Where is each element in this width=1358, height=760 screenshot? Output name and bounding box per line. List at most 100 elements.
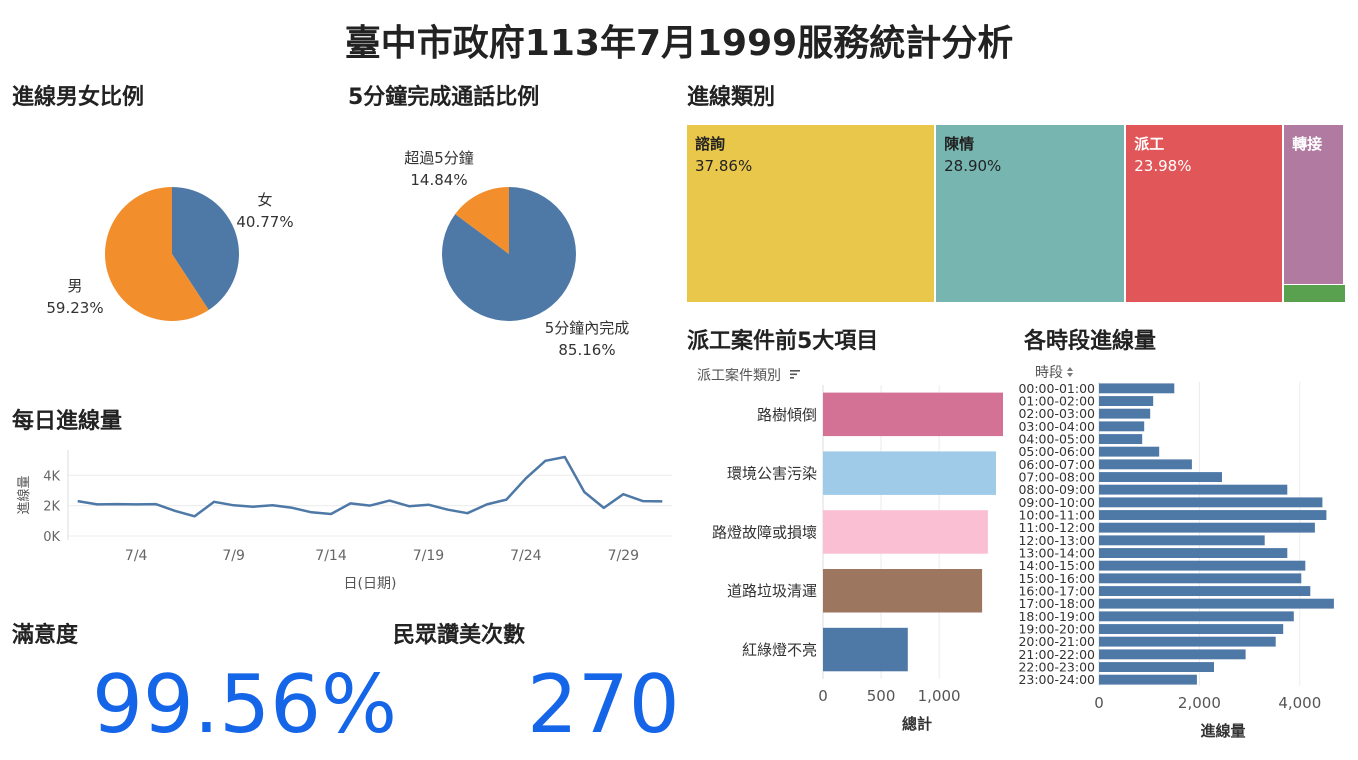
call5-pie-chart [441, 187, 576, 321]
gender-pie-chart [105, 187, 240, 321]
daily-xtick-0: 7/4 [125, 548, 148, 564]
treemap-cell-3: 轉接 [1284, 125, 1343, 284]
hourly-bar-10 [1099, 510, 1327, 520]
dispatch-sort-icon[interactable] [790, 370, 800, 379]
dispatch-xtick-2: 1,000 [918, 687, 961, 705]
hourly-bar-13 [1099, 548, 1288, 558]
hourly-category-4: 04:00-05:00 [1018, 432, 1095, 447]
category-treemap: 諮詢 37.86% 陳情 28.90% 派工 23.98% 轉接 [687, 125, 1345, 302]
daily-x-label: 日(日期) [344, 576, 397, 592]
dispatch-bar-3 [823, 569, 983, 613]
dispatch-bar-2 [823, 510, 988, 554]
hourly-xtick-0: 0 [1094, 694, 1104, 712]
dispatch-xtick-0: 0 [818, 687, 828, 705]
dispatch-x-label: 總計 [902, 715, 932, 733]
hourly-bar-3 [1099, 421, 1145, 432]
dispatch-bar-0 [823, 392, 1003, 437]
hourly-bar-2 [1099, 408, 1151, 419]
daily-ytick-0: 0K [43, 530, 60, 545]
daily-y-label: 進線量 [16, 475, 32, 514]
praise-title: 民眾讚美次數 [393, 623, 526, 648]
dispatch-category-4: 紅綠燈不亮 [742, 641, 817, 659]
daily-xtick-3: 7/19 [413, 548, 444, 564]
hourly-bar-11 [1099, 522, 1315, 533]
hourly-bar-19 [1099, 624, 1284, 634]
hourly-bar-23 [1099, 674, 1197, 685]
hourly-category-19: 19:00-20:00 [1018, 622, 1095, 637]
dispatch-bar-chart: 派工案件類別 0 500 1,000 路樹傾倒環境公害污染路燈故障或損壞道路垃圾清運紅綠… [697, 367, 1003, 733]
page-title: 臺中市政府113年7月1999服務統計分析 [344, 23, 1014, 64]
hourly-category-21: 21:00-22:00 [1018, 647, 1095, 662]
hourly-title: 各時段進線量 [1024, 329, 1157, 354]
praise-count-value: 270 [527, 658, 680, 751]
dispatch-xtick-1: 500 [867, 687, 896, 705]
daily-ytick-2: 4K [43, 469, 60, 484]
treemap-cell-3-name: 轉接 [1292, 135, 1323, 153]
satisfaction-value: 99.56% [92, 658, 398, 751]
dispatch-header: 派工案件類別 [697, 367, 781, 384]
hourly-category-16: 16:00-17:00 [1018, 584, 1095, 599]
hourly-category-15: 15:00-16:00 [1018, 571, 1095, 586]
daily-xtick-4: 7/24 [510, 548, 542, 564]
hourly-category-9: 09:00-10:00 [1018, 495, 1095, 510]
hourly-bar-4 [1099, 434, 1143, 444]
daily-series-line [77, 455, 663, 518]
hourly-category-13: 13:00-14:00 [1018, 546, 1095, 561]
treemap-cell-2-pct: 23.98% [1134, 157, 1192, 175]
call5-pie-slice-0 [441, 187, 576, 321]
call5-within-name: 5分鐘內完成 [544, 319, 630, 337]
daily-line-chart: 0K 2K 4K 7/4 7/9 7/14 7/19 7/24 7/29 日(日期) 進線量 [16, 450, 672, 592]
dispatch-category-3: 道路垃圾清運 [727, 582, 817, 600]
hourly-bar-18 [1099, 611, 1294, 622]
hourly-bar-9 [1099, 497, 1323, 508]
daily-title: 每日進線量 [12, 409, 123, 434]
gender-title: 進線男女比例 [12, 85, 145, 110]
hourly-bar-6 [1099, 459, 1192, 470]
hourly-category-20: 20:00-21:00 [1018, 634, 1095, 649]
hourly-bar-22 [1099, 662, 1214, 672]
hourly-bar-16 [1099, 586, 1311, 596]
dispatch-title: 派工案件前5大項目 [687, 329, 879, 354]
hourly-bar-5 [1099, 446, 1160, 457]
treemap-cell-0-name: 諮詢 [695, 135, 726, 153]
hourly-bar-21 [1099, 649, 1246, 660]
hourly-category-18: 18:00-19:00 [1018, 609, 1095, 624]
hourly-category-23: 23:00-24:00 [1018, 672, 1095, 687]
gender-male-name: 男 [67, 277, 83, 295]
daily-xtick-5: 7/29 [608, 548, 639, 564]
dispatch-category-1: 環境公害污染 [727, 465, 817, 483]
hourly-x-label: 進線量 [1200, 722, 1245, 740]
dispatch-category-2: 路燈故障或損壞 [712, 523, 817, 541]
hourly-bar-20 [1099, 636, 1276, 647]
call5-over-pct: 14.84% [410, 171, 468, 189]
hourly-bar-14 [1099, 560, 1306, 571]
treemap-cell-1: 陳情 28.90% [936, 125, 1125, 302]
gender-male-label: 男 59.23% [42, 275, 108, 319]
hourly-xtick-1: 2,000 [1178, 694, 1221, 712]
dispatch-bar-1 [823, 451, 996, 495]
gender-female-name: 女 [257, 191, 273, 209]
hourly-category-6: 06:00-07:00 [1018, 457, 1095, 472]
treemap-cell-2-name: 派工 [1134, 135, 1165, 153]
treemap-cell-4 [1284, 284, 1345, 302]
treemap-cell-2: 派工 23.98% [1126, 125, 1283, 302]
gender-female-label: 女 40.77% [232, 189, 298, 233]
call5-over-name: 超過5分鐘 [404, 149, 474, 167]
hourly-category-7: 07:00-08:00 [1018, 470, 1095, 485]
treemap-cell-1-pct: 28.90% [944, 157, 1002, 175]
dispatch-category-0: 路樹傾倒 [757, 406, 817, 424]
hourly-bar-12 [1099, 535, 1265, 546]
daily-ytick-1: 2K [43, 500, 60, 515]
hourly-category-2: 02:00-03:00 [1018, 406, 1095, 421]
hourly-category-10: 10:00-11:00 [1018, 508, 1095, 523]
treemap-cell-1-name: 陳情 [944, 135, 975, 153]
treemap-cell-0: 諮詢 37.86% [687, 125, 935, 302]
hourly-category-3: 03:00-04:00 [1018, 419, 1095, 434]
hourly-bar-17 [1099, 598, 1334, 609]
hourly-bar-8 [1099, 484, 1288, 495]
daily-xtick-1: 7/9 [222, 548, 245, 564]
hourly-xtick-2: 4,000 [1278, 694, 1321, 712]
daily-xtick-2: 7/14 [315, 548, 347, 564]
hourly-sort-icon[interactable] [1067, 367, 1073, 377]
hourly-bar-chart: 時段 0 2,000 4,000 00:00-01:0001:00-02:0002:00… [1018, 365, 1334, 740]
